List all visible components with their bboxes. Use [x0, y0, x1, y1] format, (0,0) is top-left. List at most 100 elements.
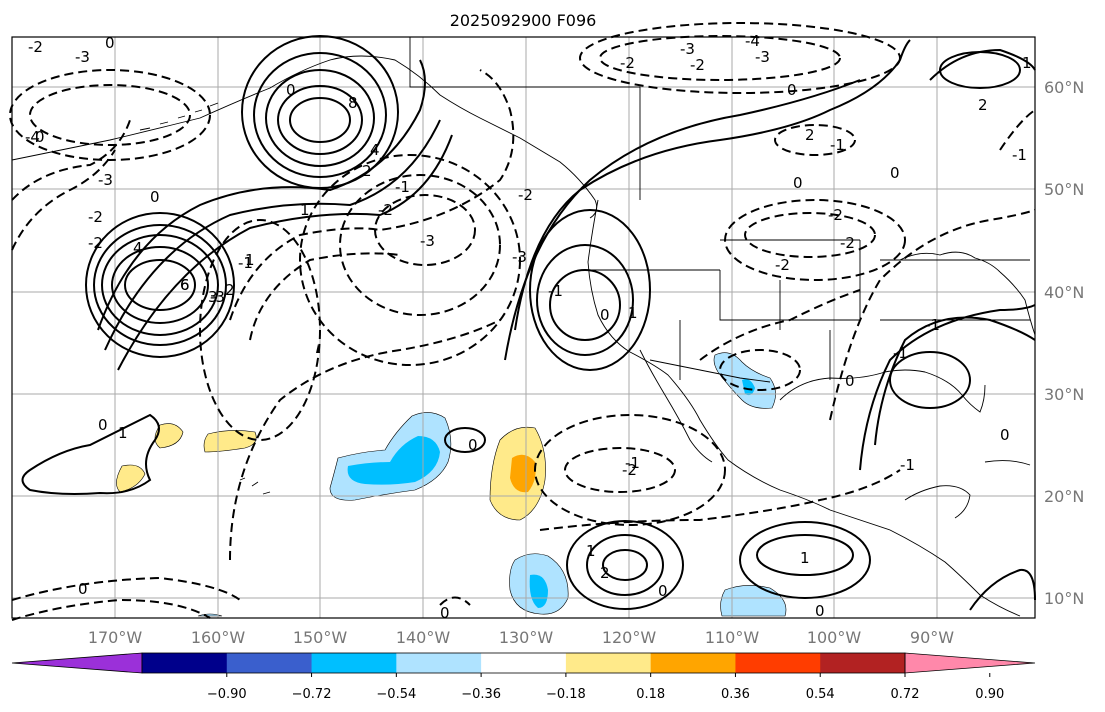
- lat-label: 30°N: [1044, 385, 1084, 404]
- colorbar-segment: [735, 653, 821, 673]
- lat-label: 20°N: [1044, 487, 1084, 506]
- contour-label: -1: [238, 254, 253, 272]
- colorbar-tick-label: 0.36: [721, 687, 750, 702]
- contour-label: 6: [180, 276, 190, 294]
- contour-label: 0: [658, 582, 668, 600]
- shade-negative-light: [720, 585, 787, 617]
- contour-label: -3: [98, 171, 113, 189]
- latitude-labels: 60°N 50°N 40°N 30°N 20°N 10°N: [1044, 78, 1084, 608]
- florida: [961, 384, 986, 413]
- shade-negative-mid: [742, 379, 755, 396]
- contour-label: -2: [88, 208, 103, 226]
- colorbar-segment: [226, 653, 313, 673]
- contour-label: -1: [1012, 146, 1027, 164]
- contour-label: -3: [680, 40, 695, 58]
- contour-label: -1: [830, 136, 845, 154]
- lat-label: 40°N: [1044, 283, 1084, 302]
- contour-label: -1: [900, 456, 915, 474]
- contour-label: 0: [600, 306, 610, 324]
- contour-label: -3: [755, 48, 770, 66]
- contour-label: -1: [548, 282, 563, 300]
- contour-label: -2: [88, 234, 103, 252]
- map-panel: -2 -3 0 -4 -3 -2 0 6 8 4 2 1 0 -1 -2 -3 …: [9, 22, 1036, 622]
- lon-label: 140°W: [396, 628, 451, 647]
- contour-label: 2: [978, 96, 988, 114]
- shade-positive: [116, 464, 146, 493]
- contour-label-group: -2 -3 0 -4 -3 -2 0 6 8 4 2 1 0 -1 -2 -3 …: [25, 32, 1032, 622]
- shade-positive-mid: [510, 454, 536, 493]
- shade-negative-mid: [347, 436, 440, 485]
- map-title: 2025092900 F096: [450, 11, 597, 30]
- colorbar-extend-min: [11, 652, 143, 674]
- contour-label: 0: [1000, 426, 1010, 444]
- colorbar-segment: [820, 653, 906, 673]
- lon-label: 160°W: [191, 628, 246, 647]
- lat-label: 10°N: [1044, 589, 1084, 608]
- colorbar-tick-label: 0.18: [636, 687, 665, 702]
- contour-label: -2: [622, 461, 637, 479]
- contour-label: 0: [35, 128, 45, 146]
- contour-label: -2: [775, 256, 790, 274]
- colorbar-tick-label: 0.72: [891, 687, 920, 702]
- contour-label: 1: [586, 542, 596, 560]
- contour-label: 0: [150, 188, 160, 206]
- colorbar-tick-label: −0.18: [546, 687, 586, 702]
- longitude-labels: 170°W 160°W 150°W 140°W 130°W 120°W 110°…: [88, 628, 954, 647]
- lon-label: 170°W: [88, 628, 143, 647]
- map-border: [11, 36, 1036, 619]
- contour-label: -1: [925, 316, 940, 334]
- colorbar-segment: [565, 653, 652, 673]
- contour-label: 4: [133, 239, 143, 257]
- contour-label: -1: [395, 178, 410, 196]
- lon-label: 110°W: [705, 628, 760, 647]
- lon-label: 130°W: [499, 628, 554, 647]
- colorbar-extend-max: [904, 652, 1036, 674]
- arrow-marker-icon: [316, 344, 320, 353]
- contour-label: 0: [815, 602, 825, 620]
- anomaly-shading: [116, 352, 787, 617]
- colorbar-tick-label: 0.54: [806, 687, 835, 702]
- colorbar-tick-label: −0.72: [292, 687, 332, 702]
- colorbar-tick-label: 0.90: [975, 687, 1004, 702]
- contour-label: 0: [78, 580, 88, 598]
- coastlines: [11, 37, 1036, 617]
- contour-label: -4: [25, 128, 40, 146]
- contour-label: -2: [620, 54, 635, 72]
- contour-label: 0: [787, 81, 797, 99]
- lon-label: 120°W: [602, 628, 657, 647]
- lat-label: 60°N: [1044, 78, 1084, 97]
- contour-label: -2: [28, 38, 43, 56]
- great-lakes: [899, 251, 1001, 273]
- contour-label: -2: [840, 234, 855, 252]
- colorbar-segment: [650, 653, 736, 673]
- hawaii: [239, 477, 271, 495]
- cuba: [984, 460, 1031, 466]
- contour-label: -3: [420, 232, 435, 250]
- contour-label: 6: [180, 276, 190, 294]
- contour-label: 0: [286, 81, 296, 99]
- contour-label: -2: [518, 186, 533, 204]
- contour-label: 1: [800, 549, 810, 567]
- contour-label: -3: [75, 48, 90, 66]
- contour-label: 0: [98, 416, 108, 434]
- aleutian-islands: [139, 102, 219, 131]
- contour-label: -3: [512, 248, 527, 266]
- colorbar-tick-label: −0.54: [376, 687, 416, 702]
- contour-label: 2: [362, 162, 372, 180]
- colorbar-segment: [311, 653, 397, 673]
- contour-label: 0: [468, 436, 478, 454]
- yucatan: [904, 485, 971, 519]
- contour-label: -4: [745, 32, 760, 50]
- contour-label: 0: [845, 372, 855, 390]
- contour-label: 0: [105, 34, 115, 52]
- contour-label: 1: [245, 251, 255, 269]
- alaska-coast: [11, 55, 598, 219]
- contour-label: -2: [378, 201, 393, 219]
- colorbar: −0.90 −0.72 −0.54 −0.36 −0.18 0.18 0.36 0.54 0.7…: [11, 652, 1036, 702]
- shade-positive: [203, 430, 257, 453]
- contour-label: 2: [225, 281, 235, 299]
- canada-border: [409, 37, 641, 200]
- contour-label: -2: [690, 56, 705, 74]
- contour-label: -2: [828, 206, 843, 224]
- contour-label: 2: [600, 564, 610, 582]
